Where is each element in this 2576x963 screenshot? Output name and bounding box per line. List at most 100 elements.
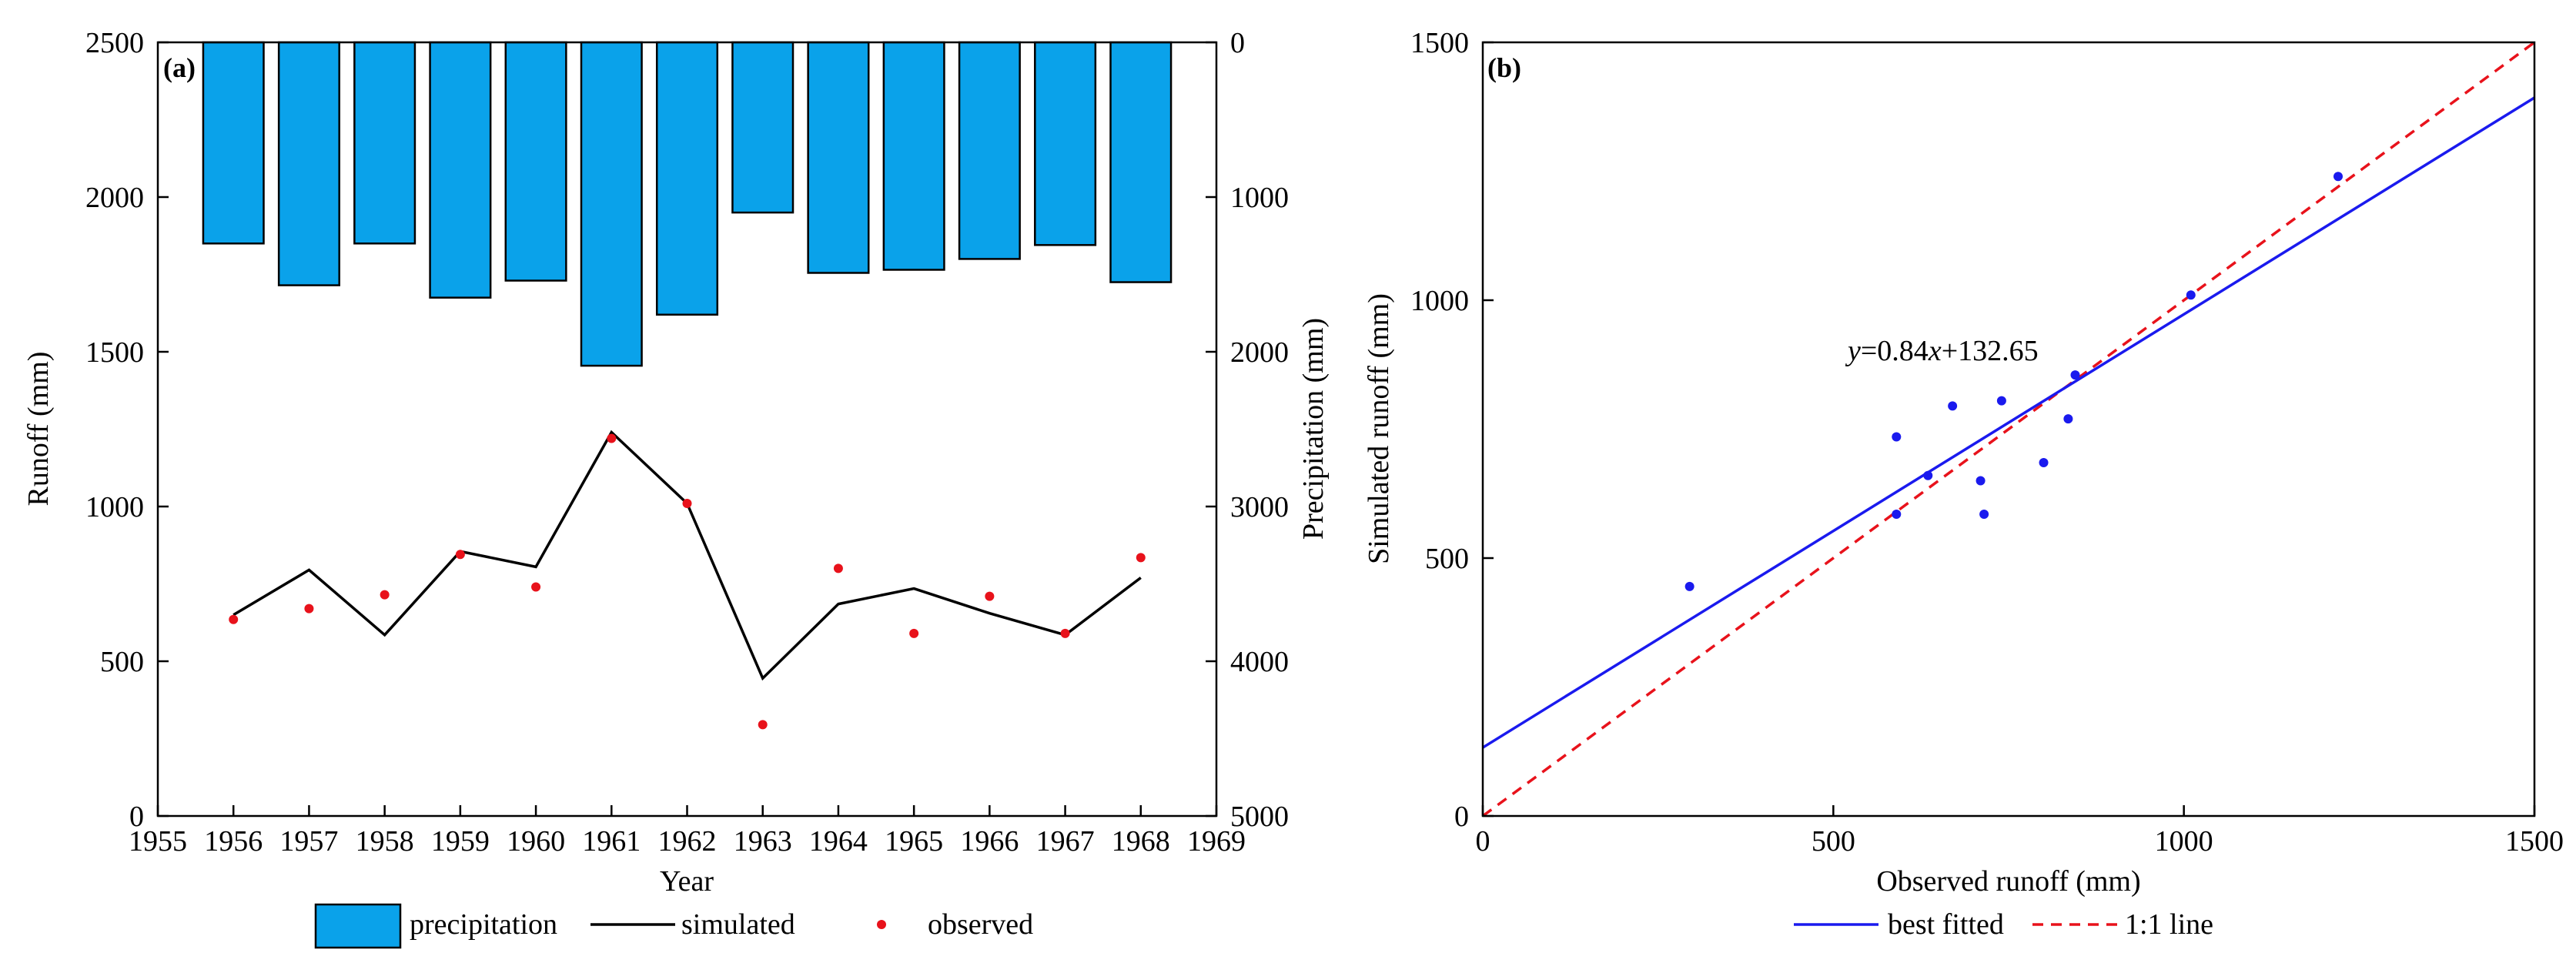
panel-b-observed-vs-simulated-chart: 0 500 1000 1500 0 500 1000 1500 (b) Observed r… xyxy=(1363,27,2564,941)
left-y-tick-label-1000: 1000 xyxy=(85,491,144,523)
precipitation-bar-1960 xyxy=(504,41,567,282)
observed-point-1957 xyxy=(304,604,314,614)
x-tick-label-1966: 1966 xyxy=(960,825,1019,858)
right-y-tick-label-2000: 2000 xyxy=(1230,336,1289,369)
x-tick-label-1957: 1957 xyxy=(279,825,338,858)
panel-a-right-y-axis-label: Precipitation (mm) xyxy=(1297,318,1330,540)
panel-b-label: (b) xyxy=(1487,52,1521,83)
panel-a-x-ticks: 1955 1956 1957 1958 1959 1960 1961 1962 1963 1964… xyxy=(129,805,1246,858)
x-tick-label-1969: 1969 xyxy=(1187,825,1246,858)
simulated-line xyxy=(233,430,1142,681)
precipitation-bar-1968 xyxy=(1109,41,1173,283)
scatter-point-10 xyxy=(2070,370,2080,380)
panel-b-x-ticks: 0 500 1000 1500 xyxy=(1476,805,2564,858)
left-y-tick-label-0: 0 xyxy=(129,801,144,833)
panel-b-legend: best fitted 1:1 line xyxy=(1794,908,2213,941)
b-x-tick-label-500: 500 xyxy=(1812,825,1855,858)
x-tick-label-1956: 1956 xyxy=(204,825,263,858)
legend-label-1to1-line: 1:1 line xyxy=(2125,908,2213,941)
right-y-tick-label-3000: 3000 xyxy=(1230,491,1289,523)
right-y-tick-label-0: 0 xyxy=(1230,27,1245,59)
panel-b-x-axis-label: Observed runoff (mm) xyxy=(1876,865,2140,898)
b-y-tick-label-500: 500 xyxy=(1425,543,1469,575)
b-x-tick-label-0: 0 xyxy=(1476,825,1490,858)
fit-equation-slope: =0.84 xyxy=(1861,335,1929,367)
scatter-point-12 xyxy=(2333,172,2343,182)
observed-point-1960 xyxy=(531,582,541,592)
fit-equation-x: x xyxy=(1928,335,1942,367)
panel-a-series xyxy=(229,430,1146,730)
precipitation-bar-1959 xyxy=(429,41,492,299)
scatter-point-8 xyxy=(2039,458,2049,468)
left-y-tick-label-2000: 2000 xyxy=(85,182,144,214)
scatter-point-4 xyxy=(1948,401,1958,411)
panel-b-y-ticks: 0 500 1000 1500 xyxy=(1410,27,1494,833)
best-fit-line xyxy=(1483,96,2534,749)
fit-equation-intercept: +132.65 xyxy=(1942,335,2039,367)
scatter-point-7 xyxy=(1996,396,2006,406)
precipitation-bar-1957 xyxy=(277,41,340,286)
scatter-point-0 xyxy=(1684,581,1694,591)
panel-a-runoff-precipitation-chart: 1955 1956 1957 1958 1959 1960 1961 1962 1963 1964… xyxy=(22,27,1330,949)
x-tick-label-1955: 1955 xyxy=(129,825,187,858)
x-tick-label-1960: 1960 xyxy=(507,825,565,858)
b-x-tick-label-1000: 1000 xyxy=(2155,825,2213,858)
left-y-tick-label-2500: 2500 xyxy=(85,27,144,59)
one-to-one-line xyxy=(1483,42,2534,816)
x-tick-label-1964: 1964 xyxy=(809,825,868,858)
precipitation-bar-1967 xyxy=(1034,41,1097,246)
precipitation-bar-1965 xyxy=(882,41,945,271)
panel-b-y-axis-label: Simulated runoff (mm) xyxy=(1363,293,1395,564)
b-x-tick-label-1500: 1500 xyxy=(2505,825,2564,858)
x-tick-label-1959: 1959 xyxy=(431,825,490,858)
panel-a-left-y-axis-label: Runoff (mm) xyxy=(22,352,55,507)
precipitation-bar-1961 xyxy=(580,41,643,367)
right-y-tick-label-5000: 5000 xyxy=(1230,801,1289,833)
scatter-point-3 xyxy=(1923,470,1933,480)
scatter-point-9 xyxy=(2063,414,2073,424)
observed-point-1959 xyxy=(455,550,465,560)
precipitation-bars xyxy=(202,41,1173,367)
legend-label-simulated: simulated xyxy=(681,908,795,941)
right-y-tick-label-1000: 1000 xyxy=(1230,182,1289,214)
fit-equation: y=0.84x+132.65 xyxy=(1845,335,2039,367)
observed-point-1961 xyxy=(607,433,617,443)
scatter-point-2 xyxy=(1892,510,1902,520)
legend-swatch-precipitation xyxy=(314,903,402,949)
observed-point-1958 xyxy=(380,590,390,600)
precipitation-bar-1958 xyxy=(353,41,417,245)
legend-swatch-observed xyxy=(877,920,886,929)
x-tick-label-1961: 1961 xyxy=(582,825,641,858)
legend-label-observed: observed xyxy=(928,908,1033,941)
right-y-tick-label-4000: 4000 xyxy=(1230,646,1289,678)
precipitation-bar-1963 xyxy=(731,41,795,214)
scatter-point-11 xyxy=(2186,290,2196,300)
x-tick-label-1967: 1967 xyxy=(1036,825,1095,858)
precipitation-bar-1962 xyxy=(655,41,719,316)
x-tick-label-1963: 1963 xyxy=(734,825,792,858)
x-tick-label-1958: 1958 xyxy=(356,825,414,858)
left-y-tick-label-500: 500 xyxy=(100,646,144,678)
precipitation-bar-1956 xyxy=(202,41,265,245)
fit-equation-y: y xyxy=(1845,335,1861,367)
x-tick-label-1965: 1965 xyxy=(885,825,943,858)
observed-point-1965 xyxy=(909,628,919,638)
legend-label-best-fitted: best fitted xyxy=(1888,908,2004,941)
precipitation-bar-1966 xyxy=(958,41,1021,260)
panel-a-legend: precipitation simulated observed xyxy=(314,903,1033,949)
panel-a-label: (a) xyxy=(163,52,196,83)
b-y-tick-label-1500: 1500 xyxy=(1410,27,1469,59)
observed-point-1966 xyxy=(985,591,995,601)
left-y-tick-label-1500: 1500 xyxy=(85,336,144,369)
legend-label-precipitation: precipitation xyxy=(410,908,557,941)
panel-a-right-y-ticks: 0 1000 2000 3000 4000 5000 xyxy=(1206,27,1289,833)
x-tick-label-1968: 1968 xyxy=(1112,825,1170,858)
x-tick-label-1962: 1962 xyxy=(658,825,717,858)
panel-b-plot-frame xyxy=(1481,41,2536,818)
panel-a-x-axis-label: Year xyxy=(660,865,714,898)
observed-point-1964 xyxy=(833,563,843,573)
observed-point-1956 xyxy=(229,614,239,624)
scatter-point-1 xyxy=(1892,432,1902,442)
observed-point-1963 xyxy=(758,720,768,730)
